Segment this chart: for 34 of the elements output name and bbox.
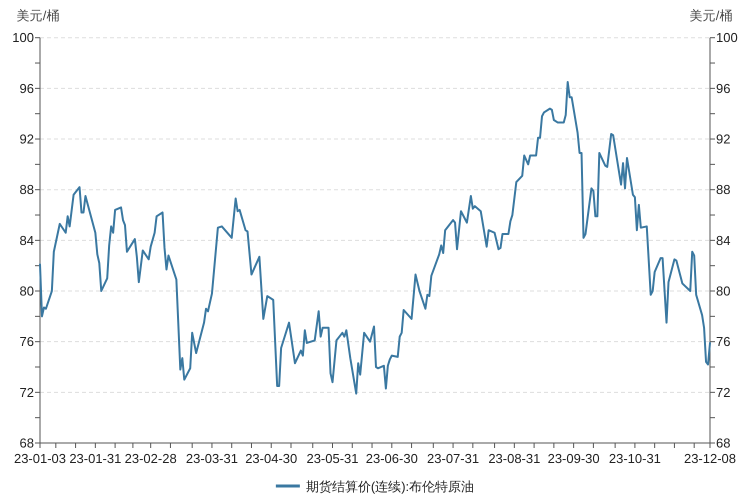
y2-tick-label: 92 [716, 132, 730, 147]
y2-tick-label: 84 [716, 232, 730, 248]
x-tick-label: 23-06-30 [366, 451, 418, 466]
y2-tick-label: 88 [716, 182, 730, 198]
y-tick-label: 96 [20, 80, 34, 96]
y-tick-label: 80 [20, 284, 34, 299]
x-tick-label: 23-07-31 [427, 451, 480, 466]
y2-tick-label: 96 [716, 80, 730, 96]
x-tick-label: 23-01-31 [69, 451, 122, 466]
y2-axis-title: 美元/桶 [690, 8, 732, 23]
y2-tick-label: 80 [716, 284, 730, 299]
y-tick-label: 84 [20, 232, 34, 248]
y-tick-label: 72 [20, 384, 34, 400]
y2-tick-label: 76 [716, 334, 730, 350]
x-tick-label: 23-10-31 [608, 451, 661, 466]
y2-tick-label: 72 [716, 384, 730, 400]
x-tick-label: 23-08-31 [488, 451, 540, 466]
y2-tick-label: 100 [716, 30, 738, 46]
x-tick-label: 23-03-31 [186, 451, 238, 466]
x-tick-label: 23-01-03 [14, 451, 66, 466]
y2-tick-label: 68 [716, 436, 730, 450]
legend-label: 期货结算价(连续):布伦特原油 [306, 479, 474, 494]
y-tick-label: 88 [20, 182, 34, 198]
y-axis-title: 美元/桶 [16, 8, 60, 23]
x-tick-label: 23-04-30 [245, 451, 298, 466]
y-tick-label: 68 [20, 436, 34, 450]
x-tick-label: 23-09-30 [548, 451, 600, 466]
y-tick-label: 76 [20, 334, 34, 350]
x-tick-label: 23-12-08 [684, 451, 736, 466]
x-tick-label: 23-05-31 [306, 451, 359, 466]
x-tick-label: 23-02-28 [124, 451, 177, 466]
y-tick-label: 92 [20, 132, 34, 147]
y-tick-label: 100 [12, 30, 34, 46]
legend: 期货结算价(连续):布伦特原油 [276, 479, 474, 494]
